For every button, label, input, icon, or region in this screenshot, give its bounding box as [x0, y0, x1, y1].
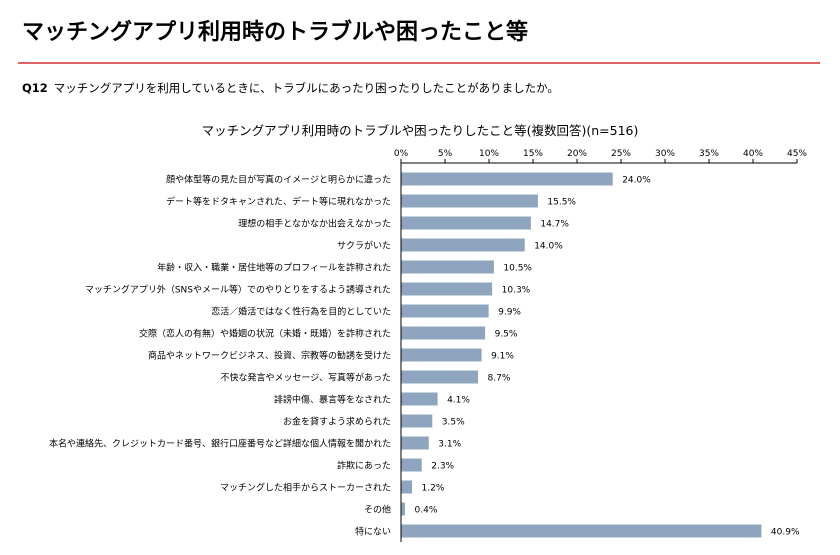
category-label: お金を貸すよう求められた	[283, 416, 391, 428]
x-tick-label: 15%	[523, 149, 543, 159]
bar	[401, 260, 494, 274]
x-tick-label: 25%	[611, 149, 631, 159]
bar	[401, 282, 493, 296]
value-label: 2.3%	[431, 462, 454, 472]
question-line: Q12 マッチングアプリを利用しているときに、トラブルにあったり困ったりしたことが…	[22, 80, 559, 96]
value-label: 3.1%	[438, 440, 461, 450]
category-label: 年齢・収入・職業・居住地等のプロフィールを詐称された	[157, 262, 391, 274]
category-label: その他	[364, 504, 391, 516]
bar	[401, 172, 613, 186]
x-tick-label: 10%	[479, 149, 499, 159]
category-label: 特にない	[355, 526, 391, 538]
value-label: 8.7%	[488, 374, 511, 384]
value-label: 14.7%	[540, 220, 569, 230]
category-label: デート等をドタキャンされた、デート等に現れなかった	[166, 196, 391, 208]
bar	[401, 414, 433, 428]
value-label: 3.5%	[442, 418, 465, 428]
bar	[401, 194, 538, 208]
bar	[401, 216, 531, 230]
value-label: 14.0%	[534, 242, 563, 252]
x-tick-label: 0%	[394, 149, 409, 159]
x-tick-label: 30%	[655, 149, 675, 159]
category-label: 恋活／婚活ではなく性行為を目的としていた	[211, 306, 391, 318]
bar	[401, 348, 482, 362]
bar	[401, 304, 489, 318]
bar	[401, 370, 479, 384]
chart-title: マッチングアプリ利用時のトラブルや困ったりしたこと等(複数回答)(n=516)	[202, 123, 639, 138]
x-axis: 0% 5% 10% 15% 20% 25% 30% 35% 40% 45%	[394, 149, 807, 542]
title-divider	[18, 62, 820, 64]
category-label: 理想の相手となかなか出会えなかった	[238, 218, 391, 230]
x-tick-label: 45%	[787, 149, 807, 159]
question-number: Q12	[22, 81, 48, 95]
category-label: 詐欺にあった	[337, 460, 391, 472]
value-label: 10.5%	[503, 264, 532, 274]
bar	[401, 392, 438, 406]
x-tick-label: 40%	[743, 149, 763, 159]
category-label: 顔や体型等の見た目が写真のイメージと明らかに違った	[166, 174, 391, 186]
x-tick-label: 5%	[438, 149, 453, 159]
question-text: マッチングアプリを利用しているときに、トラブルにあったり困ったりしたことがありま…	[53, 81, 559, 95]
category-label: 誹謗中傷、暴言等をなされた	[274, 394, 391, 406]
category-label: 商品やネットワークビジネス、投資、宗教等の勧誘を受けた	[148, 350, 391, 362]
bar	[401, 524, 762, 538]
value-label: 4.1%	[447, 396, 470, 406]
page-title: マッチングアプリ利用時のトラブルや困ったこと等	[22, 20, 529, 45]
category-label: マッチングした相手からストーカーされた	[220, 482, 391, 494]
value-label: 24.0%	[622, 176, 651, 186]
bar	[401, 458, 422, 472]
category-label: 不快な発言やメッセージ、写真等があった	[220, 372, 391, 384]
bar	[401, 480, 413, 494]
bar	[401, 436, 429, 450]
x-tick-label: 20%	[567, 149, 587, 159]
value-label: 0.4%	[415, 506, 438, 516]
category-label: マッチングアプリ外（SNSやメール等）でのやりとりをするよう誘導された	[85, 284, 391, 296]
bar	[401, 502, 406, 516]
value-label: 40.9%	[771, 528, 800, 538]
value-label: 9.9%	[498, 308, 521, 318]
bar	[401, 326, 486, 340]
category-label: サクラがいた	[337, 240, 391, 252]
bar	[401, 238, 525, 252]
x-tick-label: 35%	[699, 149, 719, 159]
category-label: 本名や連絡先、クレジットカード番号、銀行口座番号など詳細な個人情報を聞かれた	[49, 438, 391, 450]
value-label: 9.1%	[491, 352, 514, 362]
value-label: 10.3%	[502, 286, 531, 296]
value-label: 9.5%	[495, 330, 518, 340]
category-label: 交際（恋人の有無）や婚姻の状況（未婚・既婚）を詐称された	[139, 328, 391, 340]
value-label: 1.2%	[422, 484, 445, 494]
value-label: 15.5%	[547, 198, 576, 208]
bar-rows: 顔や体型等の見た目が写真のイメージと明らかに違った 24.0% デート等をドタキャン…	[49, 172, 800, 538]
